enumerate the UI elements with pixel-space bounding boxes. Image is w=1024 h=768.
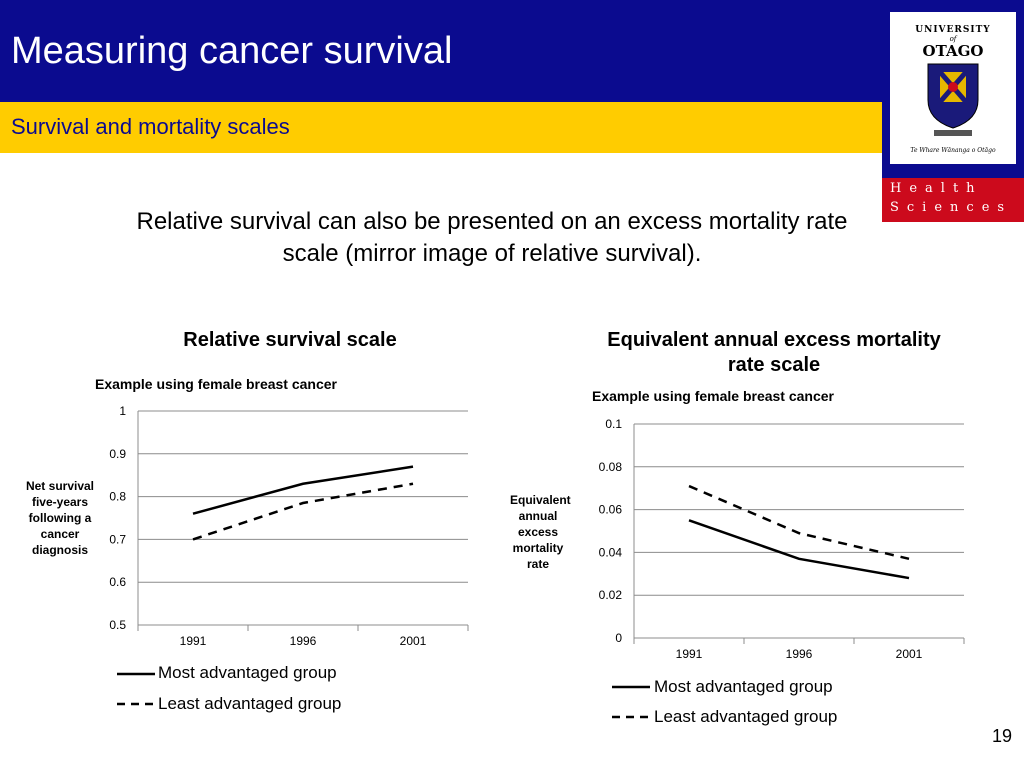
chart1-y-tick-label: 0.1	[605, 417, 622, 431]
logo-motto: Te Whare Wānanga o Otāgo	[910, 147, 996, 154]
left-chart-heading: Relative survival scale	[183, 329, 397, 351]
chart0-x-tick-label: 1991	[180, 634, 207, 648]
logo-name: OTAGO	[923, 42, 984, 60]
right-chart-ylabel: Equivalent annual excess mortality rate	[510, 493, 571, 571]
chart0-y-tick-label: 0.9	[109, 447, 126, 461]
chart1-x-tick-label: 2001	[896, 647, 923, 661]
left-legend-solid-swatch	[117, 672, 155, 676]
chart1-y-tick-label: 0.08	[599, 460, 623, 474]
right-legend-dashed-swatch	[612, 715, 650, 719]
chart1-x-tick-label: 1996	[786, 647, 813, 661]
chart0-y-tick-label: 0.6	[109, 575, 126, 589]
slide-header: Measuring cancer survival	[0, 0, 882, 102]
chart0-y-tick-label: 0.8	[109, 490, 126, 504]
right-legend-solid-swatch	[612, 685, 650, 689]
chart1-y-tick-label: 0.04	[599, 545, 623, 559]
chart1-series-least-advantaged	[688, 484, 910, 561]
chart0-y-tick-label: 1	[119, 404, 126, 418]
chart0-y-tick-label: 0.7	[109, 532, 126, 546]
chart1-y-tick-label: 0.02	[599, 588, 623, 602]
chart0-x-tick-label: 1996	[290, 634, 317, 648]
left-legend-item-least: Least advantaged group	[158, 694, 342, 713]
page-number: 19	[991, 726, 1012, 746]
health-line2: Sciences	[890, 200, 1013, 215]
university-crest-icon: UNIVERSITY of OTAGO Te Whare Wānanga o O…	[910, 25, 996, 154]
logo-line1: UNIVERSITY	[915, 25, 990, 35]
left-chart-title: Example using female breast cancer	[95, 376, 337, 392]
university-logo: UNIVERSITY of OTAGO Te Whare Wānanga o O…	[890, 12, 1016, 164]
right-legend-item-least: Least advantaged group	[654, 707, 838, 726]
chart1-y-tick-label: 0	[615, 631, 622, 645]
chart0-x-tick-label: 2001	[400, 634, 427, 648]
logo-of: of	[950, 35, 958, 43]
logo-panel: UNIVERSITY of OTAGO Te Whare Wānanga o O…	[882, 0, 1024, 222]
left-legend-item-most: Most advantaged group	[158, 663, 337, 682]
slide-subtitle: Survival and mortality scales	[11, 114, 290, 139]
slide-title: Measuring cancer survival	[11, 30, 453, 72]
left-chart-ylabel: Net survival five-years following a canc…	[25, 479, 95, 557]
right-chart-heading: Equivalent annual excess mortality rate …	[607, 329, 941, 376]
health-sciences-banner: Health Sciences	[882, 178, 1024, 222]
left-legend-dashed-swatch	[117, 702, 155, 706]
intro-text: Relative survival can also be presented …	[136, 208, 848, 267]
health-line1: Health	[890, 181, 983, 196]
subtitle-bar: Survival and mortality scales	[0, 102, 882, 153]
right-legend-item-most: Most advantaged group	[654, 677, 833, 696]
chart1-x-tick-label: 1991	[676, 647, 703, 661]
right-chart-title: Example using female breast cancer	[592, 388, 834, 404]
chart1-y-tick-label: 0.06	[599, 503, 623, 517]
chart0-y-tick-label: 0.5	[109, 618, 126, 632]
chart1-series-most-advantaged	[688, 519, 910, 580]
